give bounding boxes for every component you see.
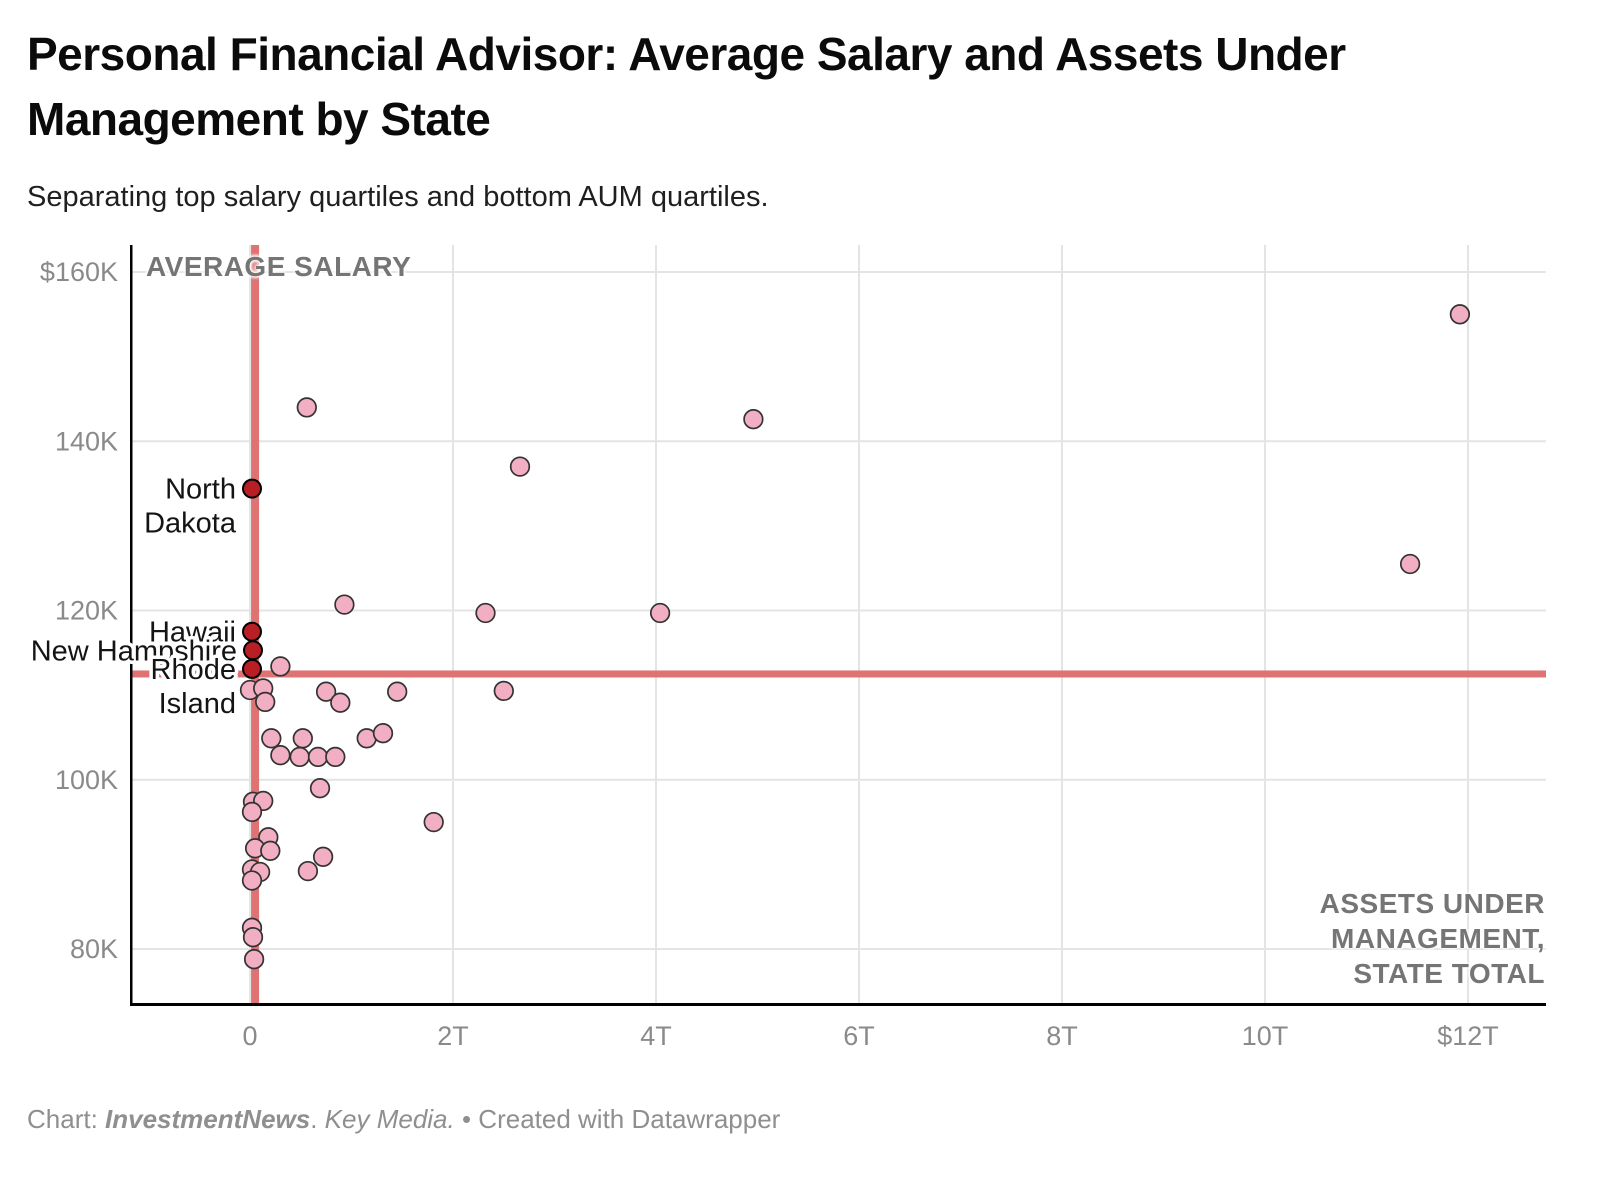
salary-quartile-line [132,670,1546,678]
data-point[interactable] [649,602,671,624]
data-point[interactable] [270,745,291,766]
x-tick-label: 2T [437,1021,469,1051]
data-point[interactable] [312,846,334,867]
x-tick-label: 6T [843,1021,875,1051]
data-point[interactable] [475,602,496,624]
data-point[interactable] [241,870,263,891]
highlight-point[interactable] [242,658,262,679]
x-tick-label: $12T [1437,1021,1499,1051]
data-point[interactable] [243,949,265,970]
footer-byline: Key Media. [324,1104,455,1134]
highlight-point[interactable] [242,621,262,642]
data-point[interactable] [296,397,317,418]
data-point[interactable] [1399,553,1421,575]
chart-title: Personal Financial Advisor: Average Sala… [27,28,1346,146]
state-label: North Dakota [144,474,237,540]
y-tick-label: 80K [70,934,118,964]
data-point[interactable] [743,409,764,430]
state-label: Hawaii [149,617,236,649]
x-tick-label: 10T [1242,1021,1289,1051]
data-point[interactable] [297,860,319,882]
data-point[interactable] [423,811,444,833]
highlight-point[interactable] [242,478,262,499]
data-point[interactable] [315,681,337,702]
data-point[interactable] [334,594,355,615]
data-point[interactable] [242,927,264,948]
y-axis-title: AVERAGE SALARY [146,251,412,282]
x-tick-label: 4T [640,1021,672,1051]
data-point[interactable] [241,801,263,823]
footer-source: InvestmentNews [105,1104,311,1134]
data-point[interactable] [260,840,281,861]
y-tick-label: 140K [55,426,118,456]
x-tick-label: 8T [1046,1021,1078,1051]
y-axis-line [130,245,133,1003]
x-axis-line [130,1003,1546,1006]
footer-credit: • Created with Datawrapper [454,1104,781,1134]
data-point[interactable] [330,692,351,713]
data-point[interactable] [372,723,394,744]
state-label: Rhode Island [151,654,236,720]
data-point[interactable] [270,656,291,677]
chart-subtitle: Separating top salary quartiles and bott… [27,181,769,213]
data-point[interactable] [255,691,276,713]
highlight-point[interactable] [243,640,263,661]
y-tick-label: $160K [40,257,118,287]
footer-prefix: Chart: [27,1104,106,1134]
state-label: New Hampshire [31,635,237,667]
x-tick-label: 0 [242,1021,257,1051]
data-point[interactable] [493,680,514,702]
x-axis-title: ASSETS UNDER MANAGEMENT, STATE TOTAL [1319,888,1545,989]
data-point[interactable] [387,681,408,702]
footer-separator: . [310,1104,325,1134]
y-tick-label: 100K [55,765,118,795]
data-point[interactable] [309,778,331,799]
data-point[interactable] [1449,304,1471,325]
y-tick-label: 120K [55,596,118,626]
data-point[interactable] [509,456,531,477]
data-point[interactable] [292,728,313,749]
data-point[interactable] [325,746,346,768]
chart-footer: Chart: InvestmentNews. Key Media. • Crea… [27,1104,1527,1135]
data-point[interactable] [307,746,329,768]
data-point[interactable] [289,746,310,768]
data-point[interactable] [261,728,282,749]
